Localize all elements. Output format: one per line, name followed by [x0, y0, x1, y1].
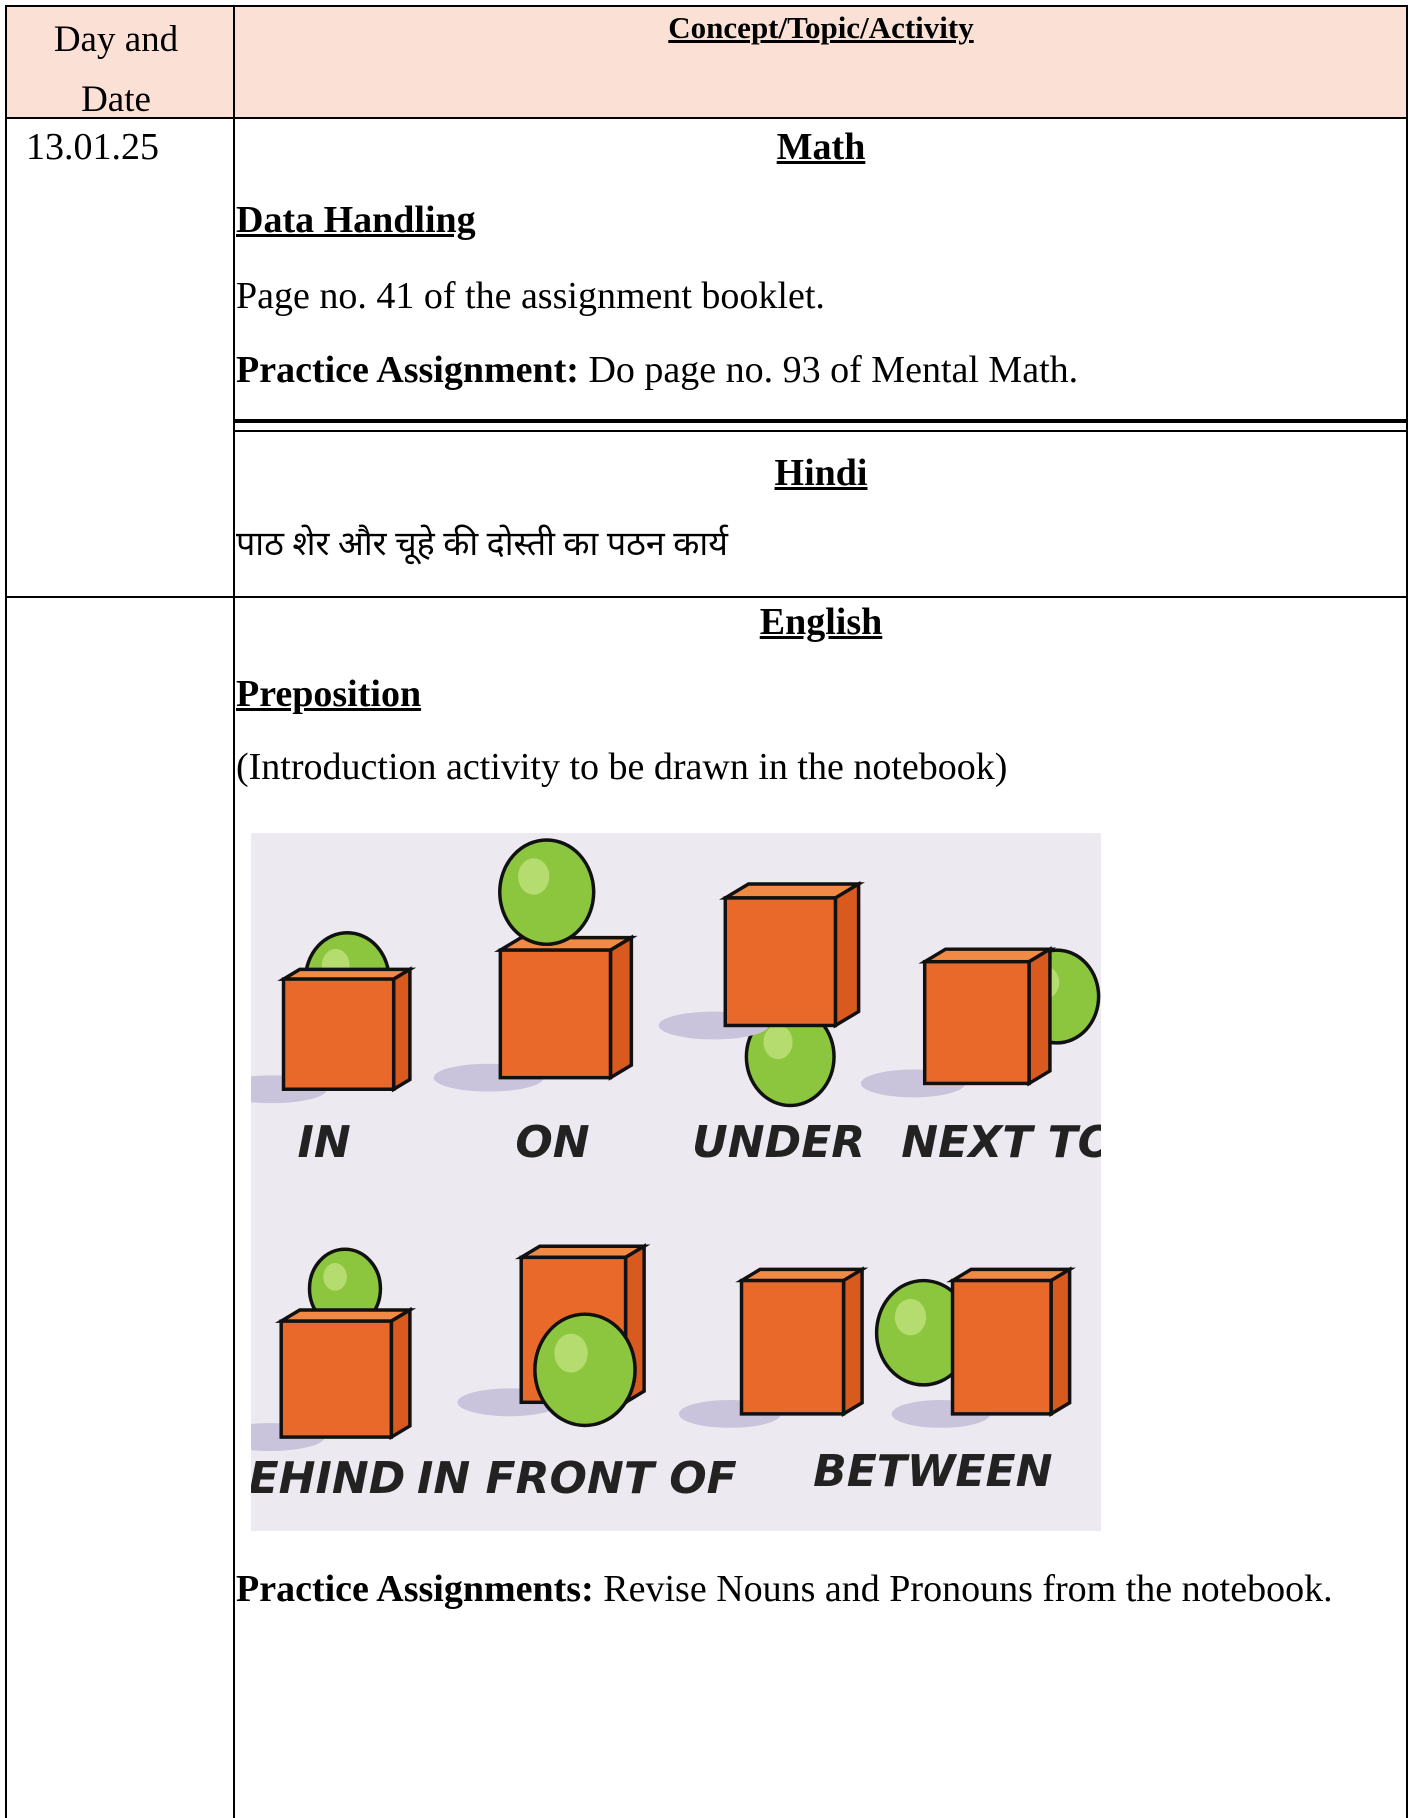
header-cell: Concept/Topic/Activity [668, 10, 974, 45]
figure-label: BEHIND [251, 1453, 405, 1504]
table-border [1406, 5, 1408, 1818]
box-side [391, 966, 412, 1093]
table-border [6, 117, 1407, 119]
figure-label: NEXT TO [901, 1117, 1101, 1168]
box-front [922, 959, 1031, 1086]
ball-shine [323, 1263, 347, 1291]
ball-shine [518, 858, 550, 895]
header-background [6, 6, 1406, 118]
box-side [389, 1306, 412, 1441]
box-side [1049, 1266, 1072, 1417]
table-border [234, 419, 1407, 423]
text: Practice Assignment: Do page no. 93 of M… [236, 348, 1078, 392]
table-border [234, 430, 1407, 432]
box-side [1027, 946, 1052, 1087]
text: Do page no. 93 of Mental Math. [578, 349, 1079, 391]
text: Revise Nouns and Pronouns from the noteb… [593, 1568, 1333, 1610]
topic-heading: Preposition [236, 673, 422, 715]
subject-heading: Hindi [774, 452, 868, 494]
figure-label: IN FRONT OF [417, 1453, 737, 1504]
figure-label: UNDER [692, 1117, 865, 1168]
header-cell: Day and Date [53, 19, 179, 120]
box-front [279, 1319, 394, 1439]
date: 13.01.25 [26, 126, 159, 168]
box-side [841, 1266, 864, 1417]
box-front [723, 896, 838, 1028]
box-front [281, 977, 396, 1091]
table-border [5, 5, 7, 1818]
label: Practice Assignment: [236, 349, 579, 391]
preposition-illustration: IN ON UNDER NEXT TO BEHINDIN FRONT OF BETWEEN [251, 833, 1101, 1531]
box-front [498, 948, 613, 1080]
figure-label: BETWEEN [813, 1446, 1052, 1497]
table-border [6, 5, 1407, 7]
text: पाठ शेर और चूहे की दोस्ती का पठन कार्य [236, 526, 728, 563]
ball [533, 1312, 637, 1428]
text: Practice Assignments: Revise Nouns and P… [236, 1562, 1356, 1617]
figure-label: ON [515, 1117, 589, 1168]
box-front [950, 1278, 1053, 1416]
topic-heading: Data Handling [236, 199, 476, 241]
text: Page no. 41 of the assignment booklet. [236, 275, 825, 317]
text: (Introduction activity to be drawn in th… [236, 746, 1008, 788]
table-border [6, 596, 1407, 598]
subject-heading: Math [776, 126, 866, 168]
ball-shine [894, 1298, 927, 1336]
box-side [833, 880, 861, 1029]
subject-heading: English [759, 601, 883, 643]
ball-shine [554, 1333, 588, 1373]
box-side [608, 934, 634, 1081]
ball-shine [763, 1025, 793, 1060]
ball [498, 838, 596, 947]
label: Practice Assignments: [236, 1568, 594, 1610]
box-front [739, 1278, 846, 1416]
figure-label: IN [297, 1117, 350, 1168]
table-border [233, 5, 235, 1818]
